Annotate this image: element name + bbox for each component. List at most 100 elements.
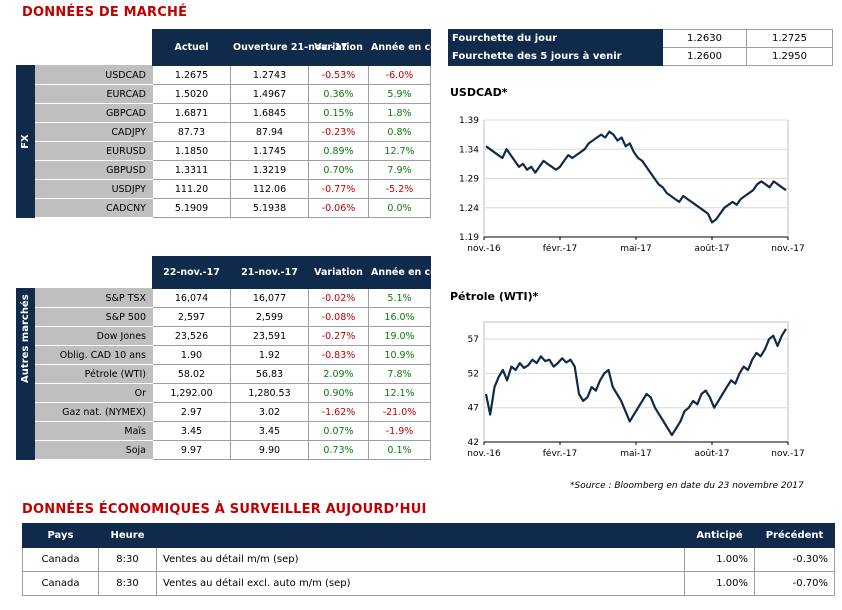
- current-value: 58.02: [152, 364, 231, 384]
- previous-value: 2,599: [230, 307, 309, 327]
- table-row: CADCNY 5.1909 5.1938 -0.06% 0.0%: [17, 198, 431, 218]
- ytd-value: -6.0%: [368, 65, 431, 85]
- table-row: GBPUSD 1.3311 1.3219 0.70% 7.9%: [17, 160, 431, 180]
- table-row: Dow Jones 23,526 23,591 -0.27% 19.0%: [17, 326, 431, 346]
- row-label: Gaz nat. (NYMEX): [34, 402, 153, 422]
- eco-anticipe: 1.00%: [684, 547, 755, 572]
- ytd-value: -1.9%: [368, 421, 431, 441]
- eco-desc: Ventes au détail excl. auto m/m (sep): [156, 571, 685, 596]
- row-label: GBPCAD: [34, 103, 153, 123]
- eco-header-precedent: Précédent: [754, 523, 835, 548]
- eco-row: Canada 8:30 Ventes au détail excl. auto m/…: [22, 571, 835, 596]
- current-value: 23,526: [152, 326, 231, 346]
- ytd-value: 5.1%: [368, 288, 431, 308]
- ytd-value: -21.0%: [368, 402, 431, 422]
- current-value: 1.1850: [152, 141, 231, 161]
- range-low: 1.2630: [662, 29, 747, 48]
- row-label: Or: [34, 383, 153, 403]
- eco-heure: 8:30: [98, 547, 157, 572]
- current-value: 87.73: [152, 122, 231, 142]
- ytd-value: 7.9%: [368, 160, 431, 180]
- ytd-value: 5.9%: [368, 84, 431, 104]
- row-label: Soja: [34, 440, 153, 460]
- variation-value: -0.77%: [308, 179, 369, 199]
- range-high: 1.2725: [746, 29, 833, 48]
- row-label: USDJPY: [34, 179, 153, 199]
- market-title: DONNÉES DE MARCHÉ: [22, 5, 188, 20]
- row-label: CADJPY: [34, 122, 153, 142]
- x-tick-label: nov.-16: [467, 449, 501, 459]
- y-tick-label: 1.24: [459, 204, 479, 214]
- ytd-value: 16.0%: [368, 307, 431, 327]
- current-value: 16,074: [152, 288, 231, 308]
- row-label: Pétrole (WTI): [34, 364, 153, 384]
- variation-value: -0.02%: [308, 288, 369, 308]
- table-row: Autres marchés S&P TSX 16,074 16,077 -0.02% 5…: [16, 288, 431, 460]
- variation-value: 0.15%: [308, 103, 369, 123]
- previous-value: 1.2743: [230, 65, 309, 85]
- row-label: GBPUSD: [34, 160, 153, 180]
- current-value: 111.20: [152, 179, 231, 199]
- previous-value: 9.90: [230, 440, 309, 460]
- variation-value: -1.62%: [308, 402, 369, 422]
- table-row: USDJPY 111.20 112.06 -0.77% -5.2%: [17, 179, 431, 199]
- variation-value: -0.53%: [308, 65, 369, 85]
- range-label: Fourchette du jour: [448, 29, 663, 48]
- current-value: 2,597: [152, 307, 231, 327]
- previous-value: 112.06: [230, 179, 309, 199]
- eco-header-heure: Heure: [98, 523, 157, 548]
- variation-value: -0.06%: [308, 198, 369, 218]
- range-label: Fourchette des 5 jours à venir: [448, 47, 663, 66]
- other-header-date1: 22-nov.-17: [152, 256, 231, 289]
- variation-value: 2.09%: [308, 364, 369, 384]
- fx-header-ouverture: Ouverture 21-nov.-17: [230, 29, 348, 66]
- usdcad-chart-title: USDCAD*: [450, 86, 508, 99]
- eco-desc: Ventes au détail m/m (sep): [156, 547, 685, 572]
- y-tick-label: 1.29: [459, 175, 479, 185]
- previous-value: 1.6845: [230, 103, 309, 123]
- table-row: Oblig. CAD 10 ans 1.90 1.92 -0.83% 10.9%: [17, 345, 431, 365]
- previous-value: 16,077: [230, 288, 309, 308]
- row-label: EURUSD: [34, 141, 153, 161]
- row-label: USDCAD: [34, 65, 153, 85]
- ytd-value: 12.7%: [368, 141, 431, 161]
- eco-title: DONNÉES ÉCONOMIQUES À SURVEILLER AUJOURD…: [22, 502, 427, 517]
- table-row: Or 1,292.00 1,280.53 0.90% 12.1%: [17, 383, 431, 403]
- current-value: 9.97: [152, 440, 231, 460]
- y-tick-label: 52: [468, 369, 479, 379]
- other-header-ytd: Année en cours: [368, 256, 454, 289]
- eco-pays: Canada: [22, 547, 99, 572]
- ytd-value: -5.2%: [368, 179, 431, 199]
- variation-value: -0.27%: [308, 326, 369, 346]
- y-tick-label: 47: [468, 404, 479, 414]
- eco-row: Canada 8:30 Ventes au détail m/m (sep) 1.00…: [22, 547, 835, 572]
- previous-value: 1.4967: [230, 84, 309, 104]
- x-tick-label: mai-17: [620, 449, 651, 459]
- y-tick-label: 1.34: [459, 145, 479, 155]
- previous-value: 87.94: [230, 122, 309, 142]
- wti-chart-title: Pétrole (WTI)*: [450, 290, 539, 303]
- x-tick-label: nov.-16: [467, 244, 501, 254]
- row-label: CADCNY: [34, 198, 153, 218]
- current-value: 1.2675: [152, 65, 231, 85]
- y-tick-label: 57: [468, 335, 479, 345]
- previous-value: 1.3219: [230, 160, 309, 180]
- row-label: EURCAD: [34, 84, 153, 104]
- variation-value: 0.73%: [308, 440, 369, 460]
- y-tick-label: 1.19: [459, 233, 479, 243]
- ytd-value: 19.0%: [368, 326, 431, 346]
- eco-pays: Canada: [22, 571, 99, 596]
- x-tick-label: nov.-17: [771, 244, 804, 254]
- x-tick-label: févr.-17: [543, 448, 577, 459]
- variation-value: 0.70%: [308, 160, 369, 180]
- eco-header-anticipe: Anticipé: [684, 523, 755, 548]
- current-value: 5.1909: [152, 198, 231, 218]
- other-side-label: Autres marchés: [16, 288, 35, 460]
- eco-precedent: -0.30%: [754, 547, 835, 572]
- table-row: EURUSD 1.1850 1.1745 0.89% 12.7%: [17, 141, 431, 161]
- fx-table: Actuel Ouverture 21-nov.-17 Variation An…: [16, 29, 454, 218]
- current-value: 1.90: [152, 345, 231, 365]
- x-tick-label: août-17: [695, 449, 730, 459]
- table-row: GBPCAD 1.6871 1.6845 0.15% 1.8%: [17, 103, 431, 123]
- current-value: 2.97: [152, 402, 231, 422]
